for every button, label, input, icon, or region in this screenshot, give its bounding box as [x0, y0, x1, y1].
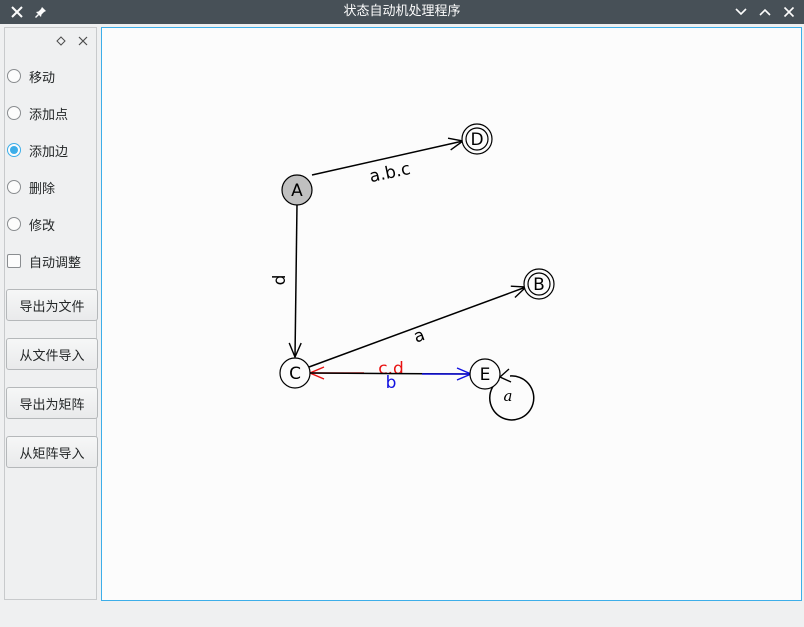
mode-add-edge-radio[interactable] — [7, 143, 21, 157]
node-B-label: B — [533, 275, 545, 295]
mode-add-edge[interactable]: 添加边 — [7, 139, 68, 161]
window-title: 状态自动机处理程序 — [343, 4, 461, 19]
edge-A-C[interactable]: d — [270, 203, 297, 357]
node-D-label: D — [470, 130, 483, 150]
graph-canvas[interactable]: a.b.c d a c.d b a A — [101, 27, 802, 601]
export-matrix-button[interactable]: 导出为矩阵 — [6, 387, 98, 419]
title-bar: 状态自动机处理程序 — [0, 0, 804, 24]
node-E-label: E — [480, 365, 491, 385]
edge-label-C-B: a — [411, 325, 428, 347]
minimize-icon[interactable] — [730, 0, 752, 24]
mode-modify-label: 修改 — [29, 218, 56, 234]
edge-C-B[interactable]: a — [308, 287, 526, 368]
graph-svg[interactable]: a.b.c d a c.d b a A — [102, 28, 801, 600]
node-D[interactable]: D — [461, 123, 493, 155]
mode-delete[interactable]: 删除 — [7, 176, 55, 198]
node-A[interactable]: A — [281, 174, 313, 206]
export-file-button[interactable]: 导出为文件 — [6, 289, 98, 321]
edge-A-D[interactable]: a.b.c — [311, 141, 463, 187]
auto-adjust-label: 自动调整 — [29, 255, 82, 271]
import-file-button[interactable]: 从文件导入 — [6, 338, 98, 370]
mode-modify[interactable]: 修改 — [7, 213, 55, 235]
node-E[interactable]: E — [469, 358, 501, 390]
status-bar — [0, 604, 804, 627]
close-dock-icon[interactable] — [76, 34, 90, 48]
maximize-icon[interactable] — [754, 0, 776, 24]
mode-modify-radio[interactable] — [7, 217, 21, 231]
mode-add-node-radio[interactable] — [7, 106, 21, 120]
node-C-label: C — [289, 364, 301, 384]
auto-adjust[interactable]: 自动调整 — [7, 250, 81, 272]
dock-header — [5, 28, 98, 54]
edge-label-A-D: a.b.c — [368, 159, 413, 187]
node-B[interactable]: B — [523, 268, 555, 300]
mode-add-node[interactable]: 添加点 — [7, 102, 68, 124]
mode-move[interactable]: 移动 — [7, 65, 55, 87]
tool-dock: 移动 添加点 添加边 删除 修改 自动调整 导出为文件 从文件导入 导出为矩阵 … — [4, 27, 98, 600]
mode-move-label: 移动 — [29, 70, 56, 86]
import-matrix-button[interactable]: 从矩阵导入 — [6, 436, 98, 468]
mode-delete-label: 删除 — [29, 181, 56, 197]
edge-C-E[interactable]: b — [309, 373, 471, 393]
close-icon[interactable] — [6, 0, 28, 24]
auto-adjust-checkbox[interactable] — [7, 254, 21, 268]
edge-label-A-C: d — [270, 275, 290, 286]
node-A-label: A — [291, 181, 303, 201]
window-close-icon[interactable] — [778, 0, 800, 24]
mode-move-radio[interactable] — [7, 69, 21, 83]
edge-label-E-E: a — [504, 387, 513, 405]
edge-label-C-E: b — [386, 373, 397, 393]
node-C[interactable]: C — [279, 357, 311, 389]
mode-delete-radio[interactable] — [7, 180, 21, 194]
mode-add-node-label: 添加点 — [29, 107, 69, 123]
float-dock-icon[interactable] — [54, 34, 68, 48]
pin-icon[interactable] — [30, 0, 52, 24]
mode-add-edge-label: 添加边 — [29, 144, 69, 160]
